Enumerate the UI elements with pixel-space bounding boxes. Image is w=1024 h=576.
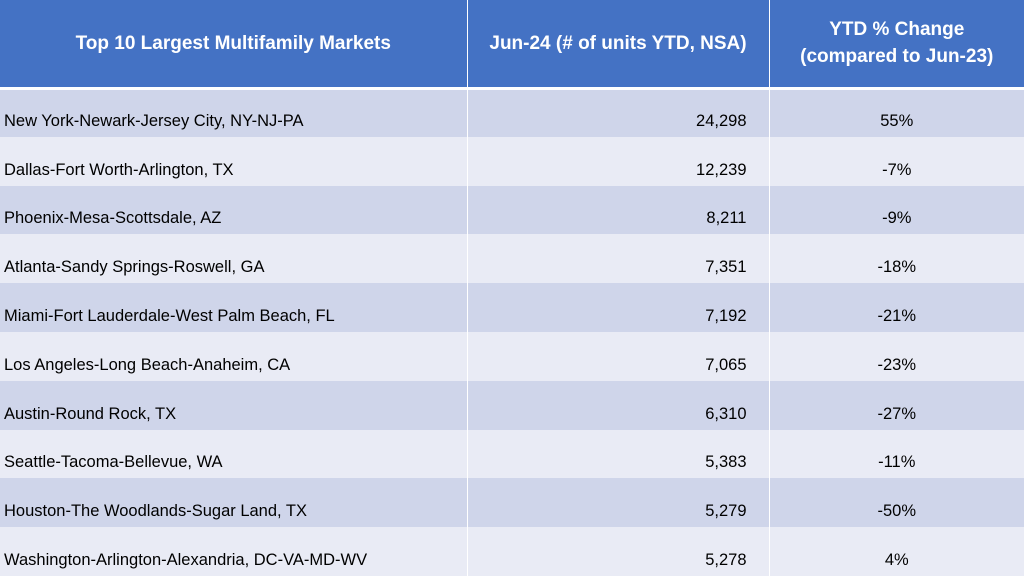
market-cell: Washington-Arlington-Alexandria, DC-VA-M… xyxy=(0,527,468,576)
table-body: New York-Newark-Jersey City, NY-NJ-PA 24,… xyxy=(0,88,1024,576)
market-cell: Los Angeles-Long Beach-Anaheim, CA xyxy=(0,331,468,381)
units-cell: 6,310 xyxy=(467,380,770,430)
change-cell: -21% xyxy=(769,283,1024,332)
header-change: YTD % Change (compared to Jun-23) xyxy=(769,0,1024,90)
market-cell: Atlanta-Sandy Springs-Roswell, GA xyxy=(0,234,468,284)
units-cell: 7,192 xyxy=(467,283,770,332)
table-row: Phoenix-Mesa-Scottsdale, AZ 8,211 -9% xyxy=(0,185,1024,235)
table-row: Miami-Fort Lauderdale-West Palm Beach, F… xyxy=(0,283,1024,332)
market-cell: Miami-Fort Lauderdale-West Palm Beach, F… xyxy=(0,283,468,332)
market-cell: Austin-Round Rock, TX xyxy=(0,380,468,430)
market-cell: New York-Newark-Jersey City, NY-NJ-PA xyxy=(0,88,468,137)
change-cell: -9% xyxy=(769,185,1024,235)
market-cell: Phoenix-Mesa-Scottsdale, AZ xyxy=(0,185,468,235)
header-row: Top 10 Largest Multifamily Markets Jun-2… xyxy=(0,0,1024,90)
table-row: Atlanta-Sandy Springs-Roswell, GA 7,351 -1… xyxy=(0,234,1024,284)
change-cell: 55% xyxy=(769,88,1024,137)
table-row: Washington-Arlington-Alexandria, DC-VA-M… xyxy=(0,527,1024,576)
market-cell: Dallas-Fort Worth-Arlington, TX xyxy=(0,136,468,186)
change-cell: -50% xyxy=(769,478,1024,528)
table-row: Seattle-Tacoma-Bellevue, WA 5,383 -11% xyxy=(0,429,1024,479)
market-cell: Houston-The Woodlands-Sugar Land, TX xyxy=(0,478,468,528)
units-cell: 5,279 xyxy=(467,478,770,528)
units-cell: 8,211 xyxy=(467,185,770,235)
table-row: Austin-Round Rock, TX 6,310 -27% xyxy=(0,380,1024,430)
table-row: Dallas-Fort Worth-Arlington, TX 12,239 -7% xyxy=(0,136,1024,186)
change-cell: -27% xyxy=(769,380,1024,430)
table-row: New York-Newark-Jersey City, NY-NJ-PA 24,… xyxy=(0,88,1024,137)
change-cell: -18% xyxy=(769,234,1024,284)
units-cell: 7,351 xyxy=(467,234,770,284)
table-header: Top 10 Largest Multifamily Markets Jun-2… xyxy=(0,0,1024,90)
header-markets: Top 10 Largest Multifamily Markets xyxy=(0,0,468,90)
table-row: Los Angeles-Long Beach-Anaheim, CA 7,065-… xyxy=(0,331,1024,381)
change-cell: -11% xyxy=(769,429,1024,479)
units-cell: 24,298 xyxy=(467,88,770,137)
units-cell: 5,383 xyxy=(467,429,770,479)
header-units: Jun-24 (# of units YTD, NSA) xyxy=(467,0,770,90)
table-row: Houston-The Woodlands-Sugar Land, TX 5,27… xyxy=(0,478,1024,528)
change-cell: -23% xyxy=(769,331,1024,381)
change-cell: -7% xyxy=(769,136,1024,186)
header-change-line1: YTD % Change xyxy=(829,19,965,41)
market-cell: Seattle-Tacoma-Bellevue, WA xyxy=(0,429,468,479)
header-change-line2: (compared to Jun-23) xyxy=(800,46,994,68)
units-cell: 12,239 xyxy=(467,136,770,186)
units-cell: 5,278 xyxy=(467,527,770,576)
units-cell: 7,065 xyxy=(467,331,770,381)
change-cell: 4% xyxy=(769,527,1024,576)
